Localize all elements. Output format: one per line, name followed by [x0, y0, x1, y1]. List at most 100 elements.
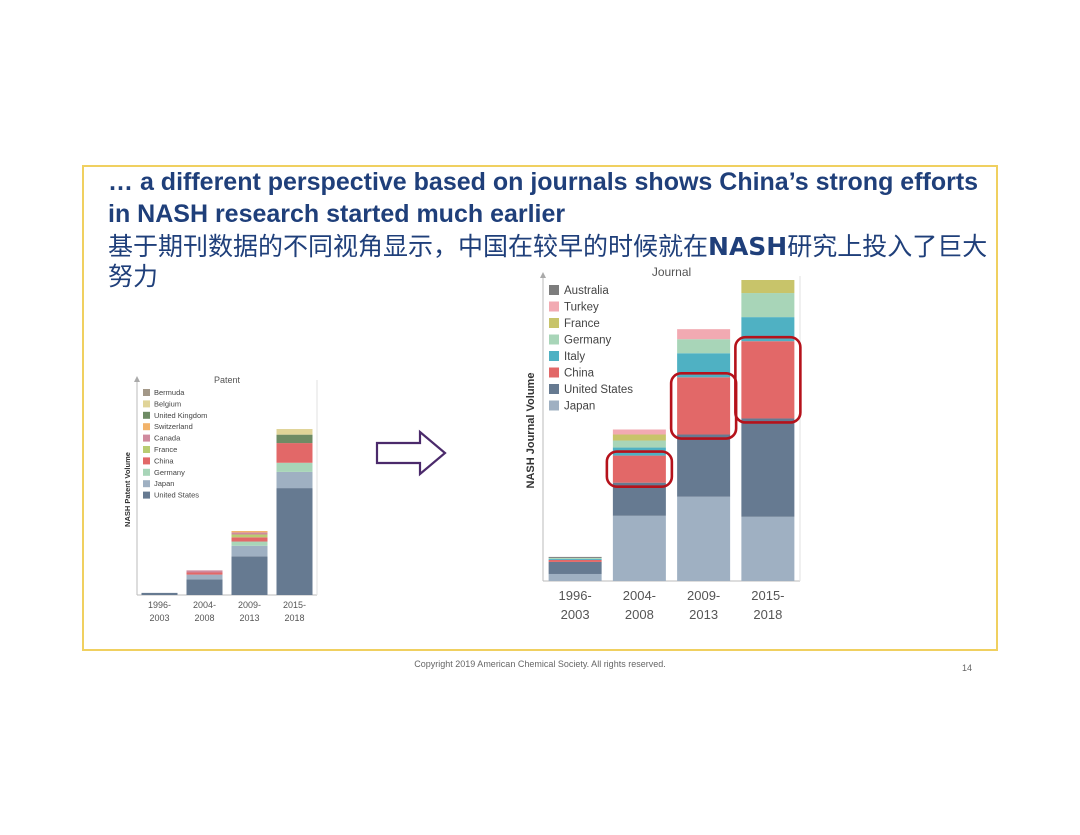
legend-swatch-united-states	[549, 384, 559, 394]
bar-segment-italy-0	[548, 558, 602, 560]
bar-segment-germany-2	[231, 541, 268, 546]
legend-swatch-united-states	[143, 491, 150, 499]
bar-segment-france-1	[612, 434, 666, 441]
copyright-notice: Copyright 2019 American Chemical Society…	[414, 659, 666, 669]
legend-label-germany: Germany	[564, 335, 612, 347]
legend-swatch-germany	[549, 334, 559, 345]
bar-segment-japan-1	[612, 515, 666, 581]
legend-label-bermuda: Bermuda	[154, 388, 185, 397]
bar-segment-united-kingdom-3	[276, 434, 313, 444]
bar-segment-china-2	[677, 377, 731, 435]
legend-swatch-belgium	[143, 400, 150, 408]
bar-segment-japan-2	[677, 496, 731, 581]
legend-label-italy: Italy	[564, 351, 585, 363]
legend-label-united-kingdom: United Kingdom	[154, 411, 207, 420]
x-tick-label-0-1: 2003	[149, 613, 169, 623]
legend-label-china: China	[564, 368, 595, 380]
bar-segment-united-states-1	[612, 482, 666, 516]
legend-swatch-germany	[143, 468, 150, 476]
legend-swatch-united-kingdom	[143, 411, 150, 419]
bar-segment-united-states-2	[231, 556, 268, 595]
legend-swatch-bermuda	[143, 389, 150, 396]
bar-segment-australia-0	[548, 556, 602, 558]
page-number: 14	[962, 663, 973, 673]
bar-segment-japan-3	[741, 516, 795, 581]
legend-swatch-china	[143, 457, 150, 465]
legend-label-japan: Japan	[154, 479, 174, 488]
bar-segment-united-states-0	[141, 592, 178, 595]
legend-swatch-japan	[549, 400, 559, 411]
x-tick-label-2-0: 2009-	[238, 600, 261, 610]
bar-segment-germany-3	[741, 293, 795, 318]
x-tick-label-3-0: 2015-	[283, 600, 306, 610]
bar-segment-germany-1	[612, 440, 666, 448]
x-tick-label-3-1: 2018	[284, 613, 304, 623]
legend-label-united-states: United States	[564, 384, 633, 396]
bar-segment-china-1	[612, 455, 666, 483]
legend-label-turkey: Turkey	[564, 302, 599, 314]
bar-segment-china-3	[276, 443, 313, 463]
bar-segment-china-1	[186, 572, 223, 575]
bar-segment-japan-0	[548, 573, 602, 581]
bar-segment-turkey-2	[677, 329, 731, 340]
title-cn-part1: 基于期刊数据的不同视角显示，中国在较早的时候就在	[108, 232, 709, 261]
bar-segment-japan-3	[276, 471, 313, 489]
x-tick-label-1-0: 2004-	[623, 588, 656, 603]
bar-segment-canada-2	[231, 532, 268, 535]
bar-segment-canada-1	[186, 570, 223, 573]
legend-swatch-switzerland	[143, 423, 150, 431]
x-tick-label-3-0: 2015-	[751, 588, 784, 603]
x-tick-label-0-0: 1996-	[148, 600, 171, 610]
legend-label-japan: Japan	[564, 401, 595, 413]
bar-segment-turkey-1	[612, 429, 666, 435]
bar-segment-france-3	[741, 280, 795, 294]
legend-swatch-australia	[549, 285, 559, 295]
bar-segment-germany-3	[276, 462, 313, 472]
title-cn-part2: 研究上投入了巨大努力	[108, 232, 988, 291]
legend-swatch-china	[549, 367, 559, 378]
legend-swatch-france	[143, 446, 150, 453]
highlight-box-3	[734, 335, 802, 424]
legend-label-united-states: United States	[154, 491, 199, 500]
y-axis-label: NASH Journal Volume	[525, 373, 537, 489]
x-tick-label-1-1: 2008	[625, 607, 654, 622]
bar-segment-germany-2	[677, 339, 731, 354]
bar-segment-china-2	[231, 537, 268, 542]
bar-segment-japan-2	[231, 545, 268, 557]
bar-segment-germany-0	[548, 557, 602, 559]
legend-swatch-turkey	[549, 301, 559, 312]
y-axis-arrow-icon	[134, 376, 140, 382]
bar-segment-china-0	[548, 559, 602, 562]
legend-label-germany: Germany	[154, 468, 185, 477]
bar-segment-switzerland-2	[231, 530, 268, 533]
legend-label-france: France	[154, 445, 177, 454]
slide-title-chinese: 基于期刊数据的不同视角显示，中国在较早的时候就在NASH研究上投入了巨大努力	[108, 232, 988, 292]
legend-label-france: France	[564, 318, 600, 330]
legend-label-belgium: Belgium	[154, 399, 181, 408]
bar-segment-united-states-3	[741, 418, 795, 517]
highlight-box-1	[605, 450, 674, 488]
x-tick-label-2-1: 2013	[239, 613, 259, 623]
legend-label-canada: Canada	[154, 434, 181, 443]
legend-swatch-canada	[143, 434, 150, 442]
bar-segment-france-2	[231, 534, 268, 538]
legend-label-australia: Australia	[564, 285, 609, 297]
chart-title: Journal	[652, 265, 691, 279]
legend-swatch-france	[549, 318, 559, 328]
title-cn-bold: NASH	[708, 232, 788, 261]
x-tick-label-0-1: 2003	[561, 607, 590, 622]
bar-segment-united-states-2	[677, 434, 731, 497]
bar-segment-japan-1	[186, 574, 223, 580]
bar-segment-united-states-1	[186, 579, 223, 595]
x-tick-label-1-1: 2008	[194, 613, 214, 623]
bar-segment-united-states-0	[548, 561, 602, 574]
y-axis-arrow-icon	[540, 272, 546, 278]
bar-segment-belgium-3	[276, 429, 313, 435]
x-tick-label-2-1: 2013	[689, 607, 718, 622]
slide-title-english: … a different perspective based on journ…	[108, 168, 979, 228]
x-tick-label-0-0: 1996-	[559, 588, 592, 603]
legend-label-china: China	[154, 456, 174, 465]
